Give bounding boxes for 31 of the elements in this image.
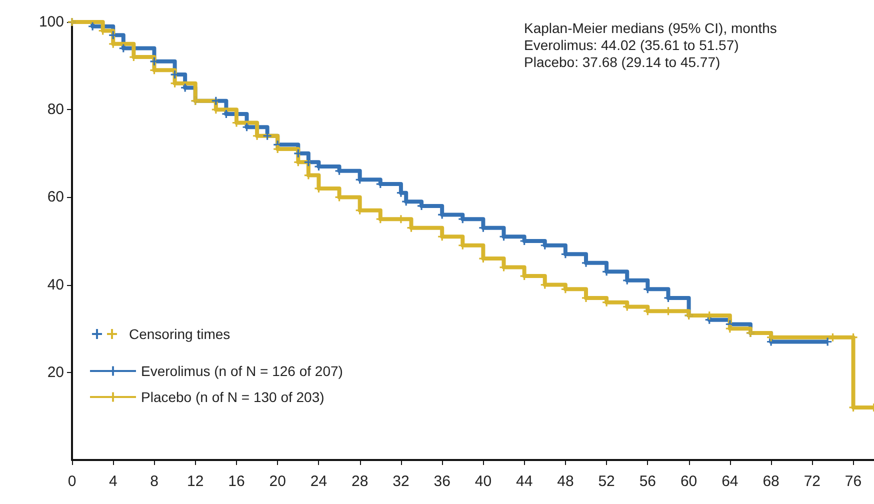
x-tick-label: 28 [351, 473, 368, 490]
x-tick-label: 68 [762, 473, 780, 490]
y-tick-label: 40 [47, 276, 64, 294]
x-tick-label: 0 [68, 473, 76, 490]
x-tick-label: 24 [310, 473, 328, 490]
annotation: Censoring times [129, 326, 230, 342]
x-tick-label: 72 [804, 473, 821, 490]
x-tick-label: 4 [108, 473, 118, 490]
x-tick-label: 12 [187, 473, 204, 490]
y-tick-label: 20 [47, 364, 64, 381]
x-tick-label: 52 [598, 473, 615, 490]
x-tick-label: 76 [844, 473, 862, 490]
x-tick-label: 32 [392, 473, 410, 490]
y-tick-label: 60 [47, 188, 64, 206]
x-tick-label: 36 [434, 473, 450, 490]
x-tick-label: 56 [639, 473, 656, 490]
legend-label: Everolimus (n of N = 126 of 207) [141, 363, 343, 379]
x-tick-label: 44 [516, 473, 533, 490]
y-tick-label: 100 [38, 14, 64, 30]
x-tick-label: 8 [150, 473, 158, 490]
annotation: Placebo: 37.68 (29.14 to 45.77) [524, 54, 722, 71]
x-tick-label: 48 [557, 473, 574, 490]
x-tick-label: 64 [722, 473, 738, 490]
x-tick-label: 40 [474, 473, 492, 490]
x-tick-label: 60 [680, 473, 698, 490]
x-tick-label: 16 [228, 473, 245, 490]
annotation: Kaplan-Meier medians (95% CI), months [524, 20, 777, 37]
x-tick-label: 20 [269, 473, 286, 490]
y-tick-label: 80 [47, 101, 64, 118]
legend-label: Placebo (n of N = 130 of 203) [141, 389, 324, 405]
annotation: Everolimus: 44.02 (35.61 to 51.57) [524, 37, 740, 54]
